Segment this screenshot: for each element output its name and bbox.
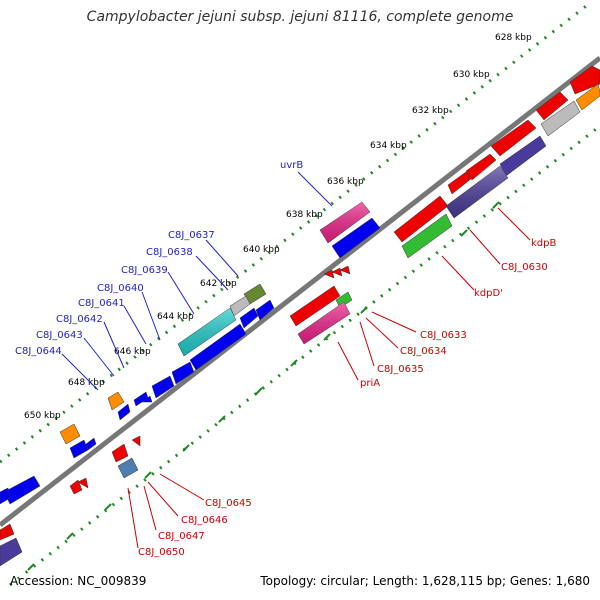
genome-backbone xyxy=(0,56,600,527)
gene-label-C8J_0642[interactable]: C8J_0642 xyxy=(56,314,103,325)
tick-label: 636 kbp xyxy=(327,177,364,187)
gene-label-C8J_0646[interactable]: C8J_0646 xyxy=(181,515,228,526)
gene-arrow[interactable] xyxy=(69,439,89,459)
gene-label-kdpB[interactable]: kdpB xyxy=(531,238,556,249)
gene-arrow[interactable] xyxy=(575,83,600,111)
tick-label: 634 kbp xyxy=(370,141,407,151)
gene-arrow[interactable] xyxy=(331,217,381,259)
gene-arrow[interactable] xyxy=(0,523,15,541)
gene-label-C8J_0639[interactable]: C8J_0639 xyxy=(121,265,168,276)
gene-arrow[interactable] xyxy=(535,91,569,121)
gene-arrow[interactable] xyxy=(189,323,247,371)
gene-shading xyxy=(178,166,508,356)
gene-arrow[interactable] xyxy=(0,487,11,505)
gene-arrow[interactable] xyxy=(331,267,343,277)
gene-label-C8J_0640[interactable]: C8J_0640 xyxy=(97,283,144,294)
gene-label-C8J_0630[interactable]: C8J_0630 xyxy=(501,262,548,273)
gene-arrow[interactable] xyxy=(447,171,473,195)
gene-arrow[interactable] xyxy=(111,443,129,463)
outer-tick-ring xyxy=(0,1,591,464)
gene-arrow[interactable] xyxy=(77,477,89,489)
tick-label: 638 kbp xyxy=(286,210,323,220)
gene-arrow[interactable] xyxy=(289,285,341,327)
gene-arrow[interactable] xyxy=(131,435,141,447)
gene-arrow[interactable] xyxy=(339,265,351,275)
gene-arrow[interactable] xyxy=(171,361,195,385)
gene-arrow[interactable] xyxy=(255,299,275,321)
inner-tick-ring xyxy=(9,124,600,587)
gene-label-kdpD[interactable]: kdpD' xyxy=(474,288,503,299)
gene-label-C8J_0633[interactable]: C8J_0633 xyxy=(420,330,467,341)
gene-arrow[interactable] xyxy=(490,119,537,157)
gene-label-C8J_0635[interactable]: C8J_0635 xyxy=(377,364,424,375)
accession-label: Accession: NC_009839 xyxy=(10,574,147,588)
reverse-leader-lines xyxy=(127,207,531,549)
topology-label: Topology: circular; Length: 1,628,115 bp… xyxy=(260,574,590,588)
gene-arrow[interactable] xyxy=(239,307,259,329)
gene-arrow[interactable] xyxy=(141,395,153,403)
gene-label-C8J_0638[interactable]: C8J_0638 xyxy=(146,247,193,258)
gene-arrow[interactable] xyxy=(401,213,453,259)
map-title: Campylobacter jejuni subsp. jejuni 81116… xyxy=(86,9,514,25)
gene-arrow[interactable] xyxy=(3,475,41,505)
forward-strand-genes xyxy=(0,65,600,505)
forward-leader-lines xyxy=(61,171,333,391)
tick-label: 630 kbp xyxy=(453,70,490,80)
gene-arrow[interactable] xyxy=(117,457,139,479)
tick-label: 640 kbp xyxy=(243,245,280,255)
tick-label: 632 kbp xyxy=(412,106,449,116)
gene-arrow[interactable] xyxy=(335,291,353,309)
gene-arrow[interactable] xyxy=(151,375,175,399)
tick-label: 642 kbp xyxy=(200,279,237,289)
gene-label-C8J_0634[interactable]: C8J_0634 xyxy=(400,346,447,357)
tick-labels: 628 kbp 630 kbp 632 kbp 634 kbp 636 kbp … xyxy=(24,33,532,421)
gene-label-C8J_0643[interactable]: C8J_0643 xyxy=(36,330,83,341)
gene-label-C8J_0650[interactable]: C8J_0650 xyxy=(138,547,185,558)
gene-arrow[interactable] xyxy=(229,295,251,317)
gene-label-C8J_0647[interactable]: C8J_0647 xyxy=(158,531,205,542)
inner-major-ticks xyxy=(27,201,500,571)
gene-label-C8J_0645[interactable]: C8J_0645 xyxy=(205,498,252,509)
gene-label-priA[interactable]: priA xyxy=(360,378,380,389)
tick-label: 644 kbp xyxy=(157,312,194,322)
tick-label: 648 kbp xyxy=(68,378,105,388)
gene-label-C8J_0644[interactable]: C8J_0644 xyxy=(15,346,62,357)
forward-labels: uvrB C8J_0637 C8J_0638 C8J_0639 C8J_0640… xyxy=(15,160,303,357)
gene-arrow[interactable] xyxy=(117,403,131,421)
gene-arrow[interactable] xyxy=(540,100,581,137)
gene-label-uvrB[interactable]: uvrB xyxy=(280,160,303,171)
gene-arrow[interactable] xyxy=(85,437,97,451)
tick-label: 628 kbp xyxy=(495,33,532,43)
gene-arrow[interactable] xyxy=(107,391,125,411)
gene-arrow[interactable] xyxy=(69,479,83,495)
tick-label: 650 kbp xyxy=(24,411,61,421)
gene-arrow[interactable] xyxy=(0,537,23,567)
gene-arrow[interactable] xyxy=(569,65,600,95)
reverse-labels: kdpB C8J_0630 kdpD' C8J_0633 C8J_0634 C8… xyxy=(138,238,556,558)
gene-label-C8J_0637[interactable]: C8J_0637 xyxy=(168,230,215,241)
gene-arrow[interactable] xyxy=(59,423,81,445)
gene-label-C8J_0641[interactable]: C8J_0641 xyxy=(78,298,125,309)
tick-label: 646 kbp xyxy=(114,347,151,357)
